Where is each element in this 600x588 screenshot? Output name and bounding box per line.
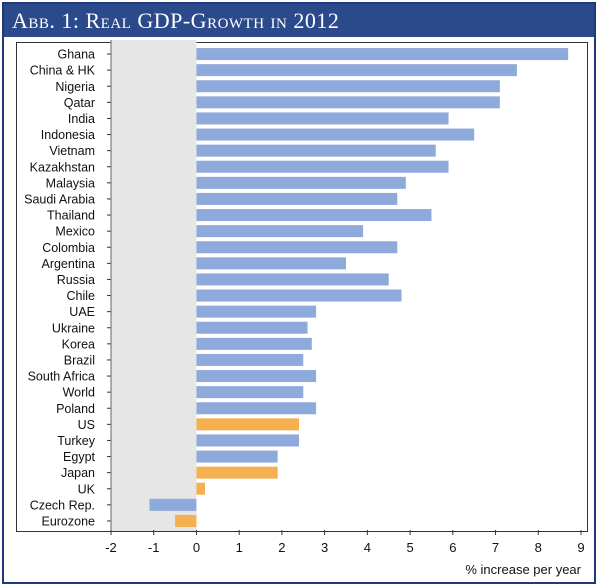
x-tick-label: 4 bbox=[364, 540, 371, 555]
bar-argentina bbox=[196, 257, 346, 270]
category-label: Ukraine bbox=[52, 321, 95, 335]
bar-korea bbox=[196, 337, 312, 350]
category-label: China & HK bbox=[30, 64, 96, 78]
bar-japan bbox=[196, 466, 278, 479]
x-tick-label: 5 bbox=[406, 540, 413, 555]
x-tick-label: -1 bbox=[148, 540, 160, 555]
x-axis-title: % increase per year bbox=[465, 562, 581, 577]
bar-mexico bbox=[196, 225, 364, 238]
category-label: Malaysia bbox=[46, 176, 95, 190]
bar-chile bbox=[196, 289, 402, 302]
category-label: Colombia bbox=[42, 241, 95, 255]
bar-poland bbox=[196, 402, 317, 415]
bar-czech-rep- bbox=[149, 498, 197, 511]
category-label: Chile bbox=[67, 289, 96, 303]
bar-ghana bbox=[196, 48, 569, 61]
bar-indonesia bbox=[196, 128, 475, 141]
x-tick-label: -2 bbox=[105, 540, 117, 555]
category-label: Eurozone bbox=[41, 514, 95, 528]
category-label: Russia bbox=[57, 273, 95, 287]
category-label: Ghana bbox=[57, 48, 95, 62]
bar-thailand bbox=[196, 209, 432, 222]
bar-nigeria bbox=[196, 80, 500, 93]
category-label: US bbox=[78, 418, 95, 432]
category-label: Nigeria bbox=[55, 80, 95, 94]
category-label: Korea bbox=[62, 337, 95, 351]
category-label: UK bbox=[78, 482, 96, 496]
category-label: UAE bbox=[69, 305, 95, 319]
category-label: Brazil bbox=[64, 353, 95, 367]
bar-malaysia bbox=[196, 176, 406, 189]
category-label: Turkey bbox=[57, 434, 95, 448]
bar-saudi-arabia bbox=[196, 192, 398, 205]
x-tick-label: 0 bbox=[193, 540, 200, 555]
bar-vietnam bbox=[196, 144, 436, 157]
bar-russia bbox=[196, 273, 389, 286]
bar-turkey bbox=[196, 434, 299, 447]
chart-title: Abb. 1: Real GDP-Growth in 2012 bbox=[4, 4, 594, 37]
category-label: India bbox=[68, 112, 95, 126]
category-label: World bbox=[63, 386, 95, 400]
category-label: Kazakhstan bbox=[30, 160, 95, 174]
bar-brazil bbox=[196, 353, 304, 366]
bar-uk bbox=[196, 482, 205, 495]
x-tick-label: 2 bbox=[278, 540, 285, 555]
category-label: Argentina bbox=[41, 257, 95, 271]
x-tick-label: 8 bbox=[535, 540, 542, 555]
category-label: Egypt bbox=[63, 450, 95, 464]
x-tick-label: 9 bbox=[577, 540, 584, 555]
category-label: Thailand bbox=[47, 209, 95, 223]
bar-world bbox=[196, 386, 304, 399]
category-label: Czech Rep. bbox=[30, 498, 95, 512]
x-tick-label: 6 bbox=[449, 540, 456, 555]
category-label: Vietnam bbox=[49, 144, 95, 158]
category-label: Poland bbox=[56, 402, 95, 416]
category-label: South Africa bbox=[28, 370, 95, 384]
bar-qatar bbox=[196, 96, 500, 109]
bar-eurozone bbox=[175, 514, 197, 527]
x-tick-label: 7 bbox=[492, 540, 499, 555]
bar-south-africa bbox=[196, 370, 317, 383]
bar-china-hk bbox=[196, 64, 517, 77]
bar-us bbox=[196, 418, 299, 431]
category-label: Indonesia bbox=[41, 128, 95, 142]
category-label: Mexico bbox=[55, 225, 95, 239]
category-label: Japan bbox=[61, 466, 95, 480]
bar-uae bbox=[196, 305, 317, 318]
bar-ukraine bbox=[196, 321, 308, 334]
x-tick-label: 1 bbox=[236, 540, 243, 555]
shaded-region bbox=[111, 40, 197, 531]
bar-kazakhstan bbox=[196, 160, 449, 173]
bar-colombia bbox=[196, 241, 398, 254]
category-label: Qatar bbox=[64, 96, 95, 110]
bar-india bbox=[196, 112, 449, 125]
category-label: Saudi Arabia bbox=[24, 192, 95, 206]
bar-egypt bbox=[196, 450, 278, 463]
x-tick-label: 3 bbox=[321, 540, 328, 555]
